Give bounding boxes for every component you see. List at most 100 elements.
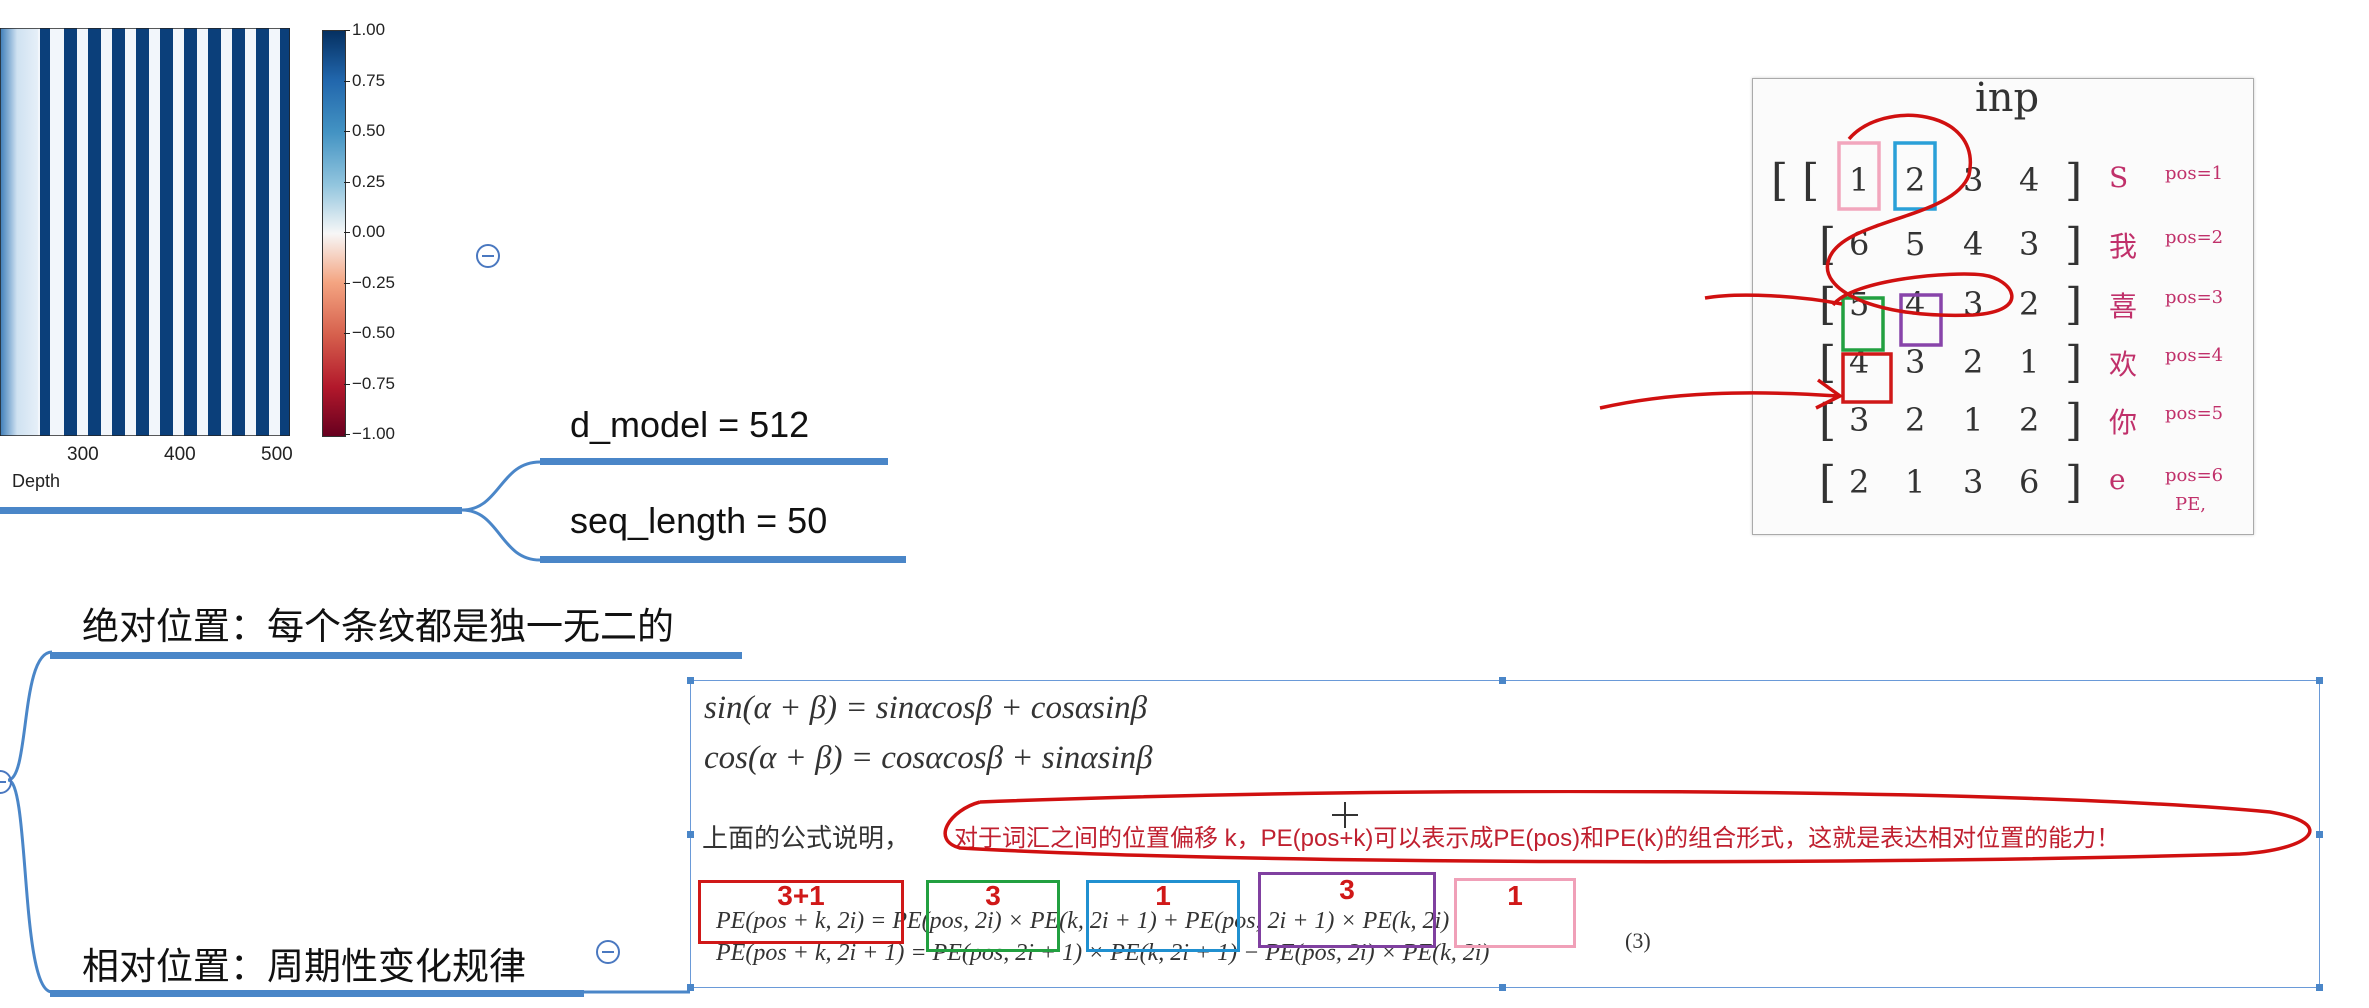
note-value: 2	[1963, 343, 1984, 381]
note-value: 3	[1849, 401, 1870, 439]
note-bracket: [	[1819, 395, 1837, 446]
note-value: 4	[2019, 161, 2040, 199]
node-d-model[interactable]: d_model = 512	[570, 404, 810, 445]
resize-handle[interactable]	[2316, 831, 2323, 838]
note-value: 3	[1905, 343, 1926, 381]
resize-handle[interactable]	[2316, 984, 2323, 991]
x-tick-label: 300	[67, 444, 99, 465]
colorbar-tick-label: 0.50	[343, 121, 386, 140]
note-value: 1	[1963, 401, 1984, 439]
note-pe-label: PE,	[2175, 494, 2206, 515]
note-bracket: ]	[2065, 337, 2083, 388]
colorbar-tick-label: −0.75	[343, 373, 396, 393]
heatmap-stripe	[112, 28, 125, 436]
note-value: 2	[2019, 401, 2040, 439]
note-token: 欢	[2109, 348, 2138, 381]
note-value: 5	[1849, 285, 1870, 323]
colorbar-tick-label: −1.00	[343, 424, 396, 443]
x-axis-label: Depth	[12, 471, 61, 491]
x-tick-label: 400	[164, 444, 196, 465]
formula-description-highlight: 对于词汇之间的位置偏移 k，PE(pos+k)可以表示成PE(pos)和PE(k…	[954, 825, 2121, 852]
formula-image-box[interactable]	[687, 677, 2323, 991]
note-value: 4	[1963, 225, 1984, 263]
note-bracket: ]	[2065, 279, 2083, 330]
note-token: S	[2109, 161, 2129, 194]
note-token: e	[2109, 463, 2126, 496]
resize-handle[interactable]	[1499, 984, 1506, 991]
note-value: 1	[1849, 161, 1870, 199]
node-underline	[540, 556, 906, 563]
term-label: 3	[1339, 874, 1355, 905]
term-box	[926, 880, 1060, 952]
colorbar	[322, 30, 346, 437]
note-value: 2	[1849, 463, 1870, 501]
note-position: pos=1	[2165, 163, 2224, 184]
term-box	[1086, 880, 1240, 952]
resize-handle[interactable]	[687, 984, 694, 991]
note-bracket: [	[1819, 457, 1837, 508]
note-position: pos=4	[2165, 345, 2224, 366]
note-bracket: [ [	[1771, 155, 1820, 206]
highlight-circle	[943, 790, 2312, 864]
collapse-toggle-icon[interactable]	[476, 244, 500, 268]
equation-even: PE(pos + k, 2i) = PE(pos, 2i) × PE(k, 2i…	[716, 908, 1450, 934]
term-box	[698, 880, 904, 944]
note-value: 3	[1963, 463, 1984, 501]
node-underline	[50, 652, 742, 659]
note-bracket: ]	[2065, 457, 2083, 508]
note-annotations	[1825, 113, 2014, 404]
note-bracket: ]	[2065, 155, 2083, 206]
note-token: 你	[2109, 406, 2138, 439]
term-label: 1	[1155, 880, 1171, 911]
resize-handle[interactable]	[1499, 677, 1506, 684]
node-seq-length[interactable]: seq_length = 50	[570, 500, 828, 541]
resize-handle[interactable]	[2316, 677, 2323, 684]
heatmap-stripe	[64, 28, 77, 436]
heatmap-stripes	[40, 28, 290, 436]
term-box	[1454, 878, 1576, 948]
resize-handle[interactable]	[687, 677, 694, 684]
node-relative-position[interactable]: 相对位置：周期性变化规律	[82, 946, 526, 987]
mindmap-branch-line	[0, 507, 462, 514]
term-label: 1	[1507, 880, 1523, 911]
node-absolute-position[interactable]: 绝对位置：每个条纹都是独一无二的	[82, 606, 674, 647]
note-position: pos=5	[2165, 403, 2224, 424]
note-bracket: [	[1819, 337, 1837, 388]
cos-identity: cos(α + β) = cosαcosβ + sinαsinβ	[704, 740, 1153, 776]
note-value: 1	[1905, 463, 1926, 501]
note-bracket: [	[1819, 279, 1837, 330]
note-bracket: [	[1819, 219, 1837, 270]
note-value: 2	[1905, 161, 1926, 199]
note-title: inp	[1975, 75, 2040, 121]
note-arrows	[1599, 293, 1844, 410]
note-value: 1	[2019, 343, 2040, 381]
node-underline	[540, 458, 888, 465]
colorbar-tick-label: −0.25	[343, 272, 396, 292]
note-value: 6	[2019, 463, 2040, 501]
heatmap-stripe	[136, 28, 149, 436]
node-underline	[50, 990, 584, 997]
collapse-toggle-icon[interactable]	[596, 940, 620, 964]
heatmap-stripe	[88, 28, 101, 436]
equation-number: (3)	[1625, 928, 1651, 953]
note-bracket: ]	[2065, 395, 2083, 446]
note-bracket: ]	[2065, 219, 2083, 270]
move-cursor-icon	[1332, 802, 1358, 828]
note-position: pos=2	[2165, 227, 2224, 248]
colorbar-tick-label: −0.50	[343, 323, 396, 342]
note-value: 2	[1905, 401, 1926, 439]
note-position: pos=3	[2165, 287, 2224, 308]
heatmap-stripe	[160, 28, 173, 436]
heatmap-stripe	[256, 28, 269, 436]
heatmap-stripe	[208, 28, 221, 436]
resize-handle[interactable]	[687, 831, 694, 838]
formula-description: 上面的公式说明，	[702, 823, 911, 853]
note-value: 5	[1905, 225, 1926, 263]
heatmap-stripe	[280, 28, 290, 436]
heatmap-stripe	[232, 28, 245, 436]
heatmap-stripe	[40, 28, 50, 436]
term-label: 3+1	[777, 880, 825, 911]
colorbar-tick-label: 0.75	[343, 70, 386, 90]
